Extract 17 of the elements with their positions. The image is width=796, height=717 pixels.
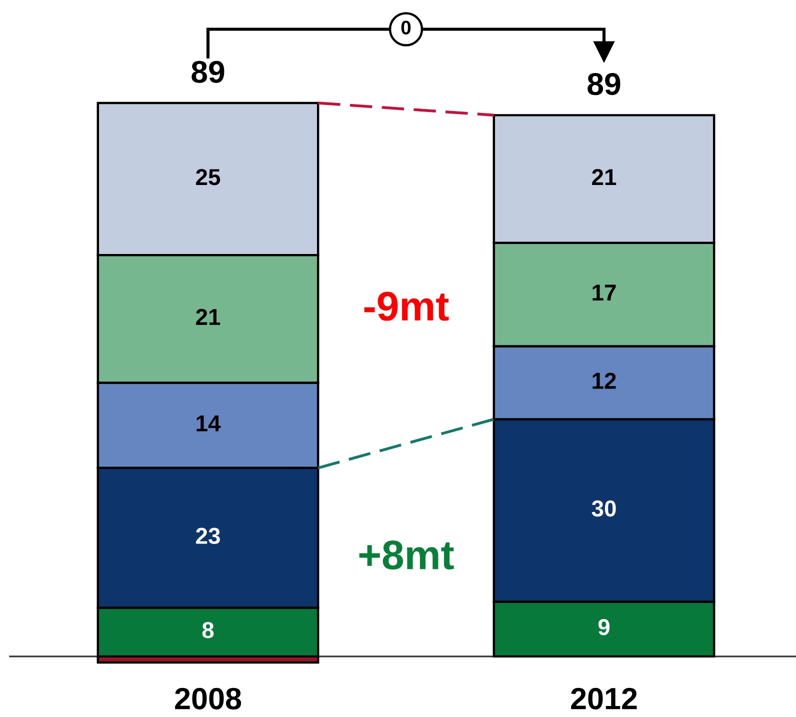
- text: 0: [401, 20, 411, 34]
- data-label: 21: [196, 308, 220, 325]
- total-label: 89: [588, 72, 620, 96]
- data-label: 23: [196, 528, 220, 544]
- x-tick-label: 2008: [175, 688, 242, 710]
- data-label: 21: [592, 168, 616, 185]
- annotation: -9mt: [364, 292, 449, 321]
- annotation: +8mt: [359, 540, 454, 570]
- data-label: 12: [592, 372, 616, 389]
- data-label: 9: [598, 619, 610, 636]
- data-label: 8: [202, 622, 214, 638]
- data-label: 14: [196, 416, 221, 432]
- data-label: 17: [592, 284, 616, 301]
- x-tick-label: 2012: [571, 688, 637, 710]
- total-label: 89: [192, 60, 224, 83]
- data-label: 30: [592, 500, 616, 517]
- data-label: 25: [196, 168, 220, 186]
